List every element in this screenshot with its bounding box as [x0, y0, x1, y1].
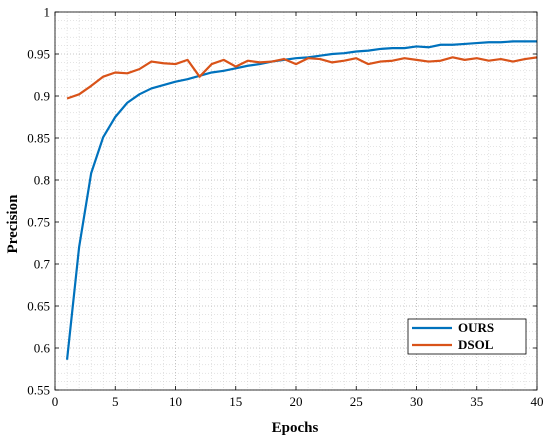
x-tick-label: 30	[410, 394, 423, 409]
legend-box	[407, 318, 527, 355]
series-line-ours	[65, 40, 537, 360]
legend-label-ours: OURS	[458, 320, 494, 335]
x-tick-label: 5	[112, 394, 119, 409]
x-tick-label: 25	[350, 394, 363, 409]
x-axis-title: Epochs	[272, 420, 319, 436]
x-tick-label: 40	[531, 394, 544, 409]
axes	[54, 11, 538, 391]
y-tick-label: 0.6	[34, 341, 51, 356]
x-tick-label: 35	[470, 394, 483, 409]
y-tick-label: 0.95	[27, 47, 50, 62]
y-tick-label: 0.85	[27, 131, 50, 146]
x-tick-label: 10	[169, 394, 182, 409]
x-tick-label: 15	[229, 394, 242, 409]
y-tick-label: 0.8	[34, 173, 50, 188]
y-tick-label: 0.7	[34, 257, 51, 272]
legend-label-dsol: DSOL	[458, 337, 494, 352]
tick-labels: 0 5 10 15 20 25 30 35 40 0.55 0.6 0.65 0.7 0.75 0.8 0.8…	[27, 5, 543, 410]
y-tick-label: 0.9	[34, 89, 50, 104]
series-line-dsol	[66, 56, 538, 100]
y-axis-title: Precision	[5, 194, 21, 254]
y-tick-label: 1	[44, 5, 51, 20]
y-tick-label: 0.75	[27, 215, 50, 230]
x-tick-label: 20	[290, 394, 303, 409]
legend: OURS DSOL	[407, 318, 527, 355]
y-tick-label: 0.55	[27, 383, 50, 398]
y-tick-label: 0.65	[27, 299, 50, 314]
x-tick-label: 0	[52, 394, 59, 409]
series-lines	[65, 40, 538, 360]
